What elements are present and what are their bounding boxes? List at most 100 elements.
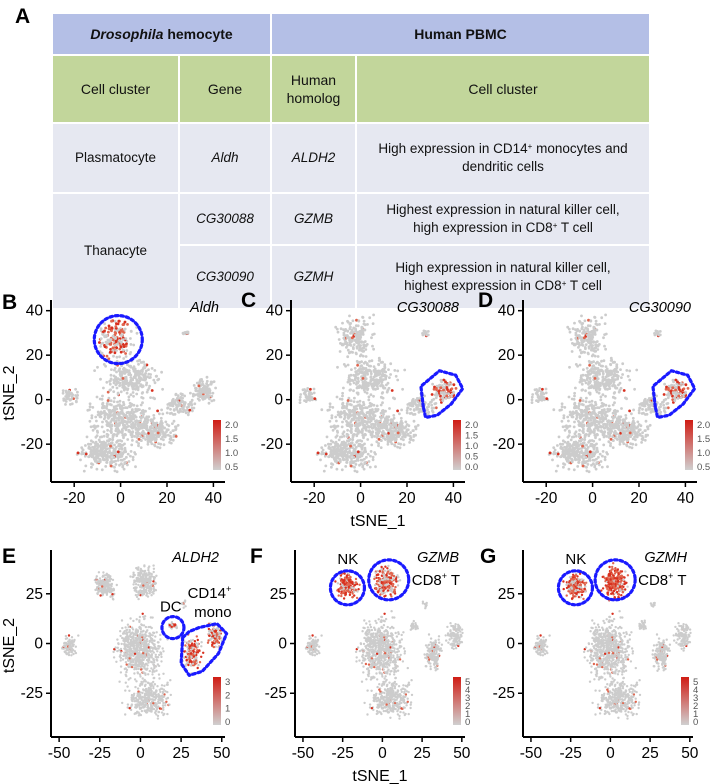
cell-point [87, 445, 91, 449]
cell-point [578, 319, 581, 323]
cell-point [145, 428, 149, 431]
expressing-cell-point [446, 382, 449, 385]
cell-point [116, 412, 120, 416]
cell-point [379, 423, 383, 427]
cell-point [124, 386, 127, 390]
cell-point [172, 408, 176, 412]
cell-point [105, 413, 109, 416]
cell-point [673, 391, 676, 395]
cell-point [369, 376, 373, 379]
cell-point [350, 339, 354, 343]
cell-point [653, 407, 657, 411]
cell-point [139, 435, 143, 439]
cell-point [375, 378, 379, 382]
cell-point [400, 424, 404, 427]
cell-point [128, 352, 132, 356]
cell-point [360, 360, 363, 364]
cell-point [355, 336, 359, 340]
cell-point [574, 430, 578, 434]
cell-point [367, 364, 371, 368]
cell-point [657, 333, 660, 337]
cell-point [362, 402, 366, 406]
cell-point [581, 373, 585, 377]
cell-point [205, 387, 208, 390]
cell-point [602, 433, 606, 436]
cell-point [80, 446, 84, 449]
expressing-cell-point [106, 334, 110, 337]
cell-point [111, 417, 115, 421]
cell-point [394, 374, 398, 378]
cell-point [602, 435, 606, 439]
cell-point [631, 424, 634, 428]
homolog-name: GZMH [293, 269, 334, 285]
cell-point [329, 425, 333, 429]
cell-point [98, 460, 102, 464]
cell-point [98, 583, 102, 586]
cell-point [101, 590, 104, 593]
cell-point [389, 421, 393, 425]
cell-point [383, 417, 387, 421]
cell-point [136, 381, 140, 385]
expressing-cell-point [316, 451, 320, 455]
cell-point [392, 437, 396, 441]
cell-point [158, 433, 161, 437]
cell-point [108, 590, 112, 594]
cell-point [140, 391, 144, 395]
expressing-cell-point [588, 411, 591, 415]
cell-point [350, 414, 354, 417]
human-cluster: Highest expression in natural killer cel… [355, 192, 651, 246]
cell-point [363, 442, 366, 446]
cell-point [123, 372, 127, 375]
expressing-cell-point [111, 338, 115, 342]
cell-point [385, 417, 388, 421]
cell-point [390, 429, 394, 433]
cell-point [106, 399, 110, 403]
cell-point [112, 434, 115, 438]
cell-point [121, 371, 124, 375]
cell-point [353, 366, 357, 370]
cell-point [179, 396, 183, 399]
cell-point [355, 346, 359, 350]
cell-point [363, 425, 367, 428]
cell-point [594, 402, 598, 406]
cell-point [115, 370, 118, 374]
cell-point [67, 653, 71, 657]
cell-point [339, 458, 342, 462]
cell-point [117, 423, 121, 427]
cell-point [144, 422, 148, 426]
cell-point [647, 406, 650, 410]
cell-point [583, 337, 587, 340]
x-tick-label: -20 [303, 490, 326, 507]
expressing-cell-point [344, 336, 348, 340]
cell-point [355, 427, 359, 431]
cell-point [629, 426, 633, 430]
cell-point [163, 434, 167, 438]
cell-point [593, 316, 597, 319]
x-tick-label: 20 [158, 490, 176, 507]
cell-point [586, 459, 589, 463]
cell-point [111, 588, 114, 591]
cell-point [575, 446, 578, 450]
cell-point [138, 358, 142, 362]
cell-point [105, 453, 109, 457]
cell-point [349, 340, 353, 343]
cell-point [595, 372, 599, 375]
cell-point [101, 453, 105, 457]
cell-point [354, 413, 357, 416]
cell-point [107, 574, 111, 578]
cell-point [536, 394, 540, 398]
cell-point [113, 340, 116, 344]
cell-point [607, 419, 610, 422]
cell-point [113, 592, 116, 596]
cell-point [136, 359, 140, 363]
cell-point [411, 399, 414, 402]
cell-point [443, 393, 447, 397]
hemocyte-label: hemocyte [163, 25, 233, 42]
cell-point [659, 403, 662, 406]
cell-point [641, 431, 644, 434]
cell-point [111, 418, 114, 422]
cell-point [584, 347, 587, 351]
cell-point [573, 448, 576, 451]
cell-point [133, 579, 136, 582]
expressing-cell-point [115, 322, 118, 326]
